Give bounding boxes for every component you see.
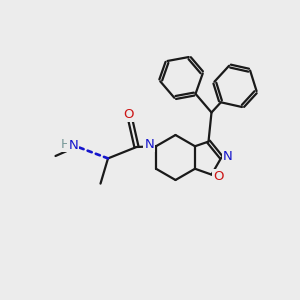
Text: N: N	[223, 149, 233, 163]
Text: N: N	[145, 138, 154, 151]
Text: H: H	[61, 137, 71, 151]
Text: N: N	[68, 139, 78, 152]
Text: O: O	[123, 108, 133, 121]
Text: O: O	[213, 169, 223, 183]
